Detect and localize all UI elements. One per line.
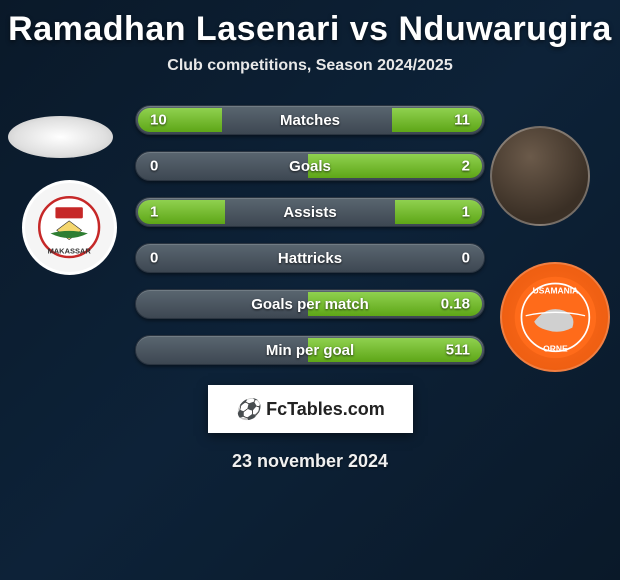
comparison-card: Ramadhan Lasenari vs Nduwarugira Club co… [0, 0, 620, 472]
stat-label: Goals per match [251, 296, 369, 313]
stat-row: Min per goal 511 [135, 335, 485, 365]
psm-badge-icon: MAKASSAR [38, 196, 100, 258]
stat-value-left: 1 [150, 204, 158, 221]
stat-row: 0 Goals 2 [135, 151, 485, 181]
stat-fill-right [308, 154, 482, 178]
stat-label: Hattricks [278, 250, 342, 267]
stat-value-left: 10 [150, 112, 167, 129]
stat-label: Goals [289, 158, 331, 175]
player-left-avatar [8, 116, 113, 158]
svg-text:USAMANIA: USAMANIA [532, 285, 578, 295]
stat-label: Min per goal [266, 342, 354, 359]
stat-value-right: 511 [446, 342, 470, 359]
date-label: 23 november 2024 [0, 451, 620, 472]
stat-row: 0 Hattricks 0 [135, 243, 485, 273]
stat-value-right: 0 [462, 250, 470, 267]
stat-row: 1 Assists 1 [135, 197, 485, 227]
stats-list: 10Matches110Goals21Assists10Hattricks0Go… [135, 105, 485, 365]
stat-value-right: 1 [462, 204, 470, 221]
stat-row: 10 Matches 11 [135, 105, 485, 135]
stat-value-right: 11 [454, 112, 470, 129]
stat-label: Assists [283, 204, 336, 221]
svg-text:MAKASSAR: MAKASSAR [48, 247, 92, 256]
svg-text:ORNE: ORNE [543, 343, 568, 353]
stat-value-right: 0.18 [441, 296, 470, 313]
brand-logo-icon: ⚽ [235, 397, 260, 422]
player-right-avatar [490, 126, 590, 226]
club-left-badge: MAKASSAR [22, 180, 117, 275]
subtitle: Club competitions, Season 2024/2025 [0, 57, 620, 75]
stat-value-right: 2 [462, 158, 470, 175]
club-right-badge: USAMANIA ORNE [500, 262, 610, 372]
stat-label: Matches [280, 112, 340, 129]
stat-value-left: 0 [150, 158, 158, 175]
stat-value-left: 0 [150, 250, 158, 267]
orange-badge-icon: USAMANIA ORNE [513, 275, 598, 360]
brand-name: FcTables.com [266, 399, 385, 420]
brand-badge[interactable]: ⚽ FcTables.com [208, 385, 413, 433]
page-title: Ramadhan Lasenari vs Nduwarugira [0, 10, 620, 49]
stat-row: Goals per match 0.18 [135, 289, 485, 319]
